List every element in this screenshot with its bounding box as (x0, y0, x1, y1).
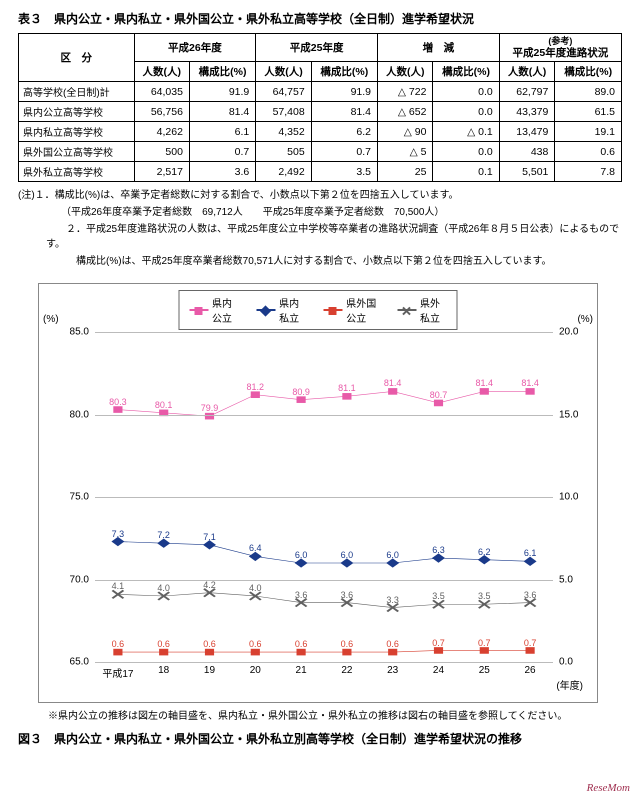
h-kousei: 構成比(%) (555, 62, 622, 82)
col-ref: (参考) 平成25年度進路状況 (499, 34, 621, 62)
pct-right: (%) (577, 314, 593, 325)
table-row: 県外国公立高等学校 5000.7 5050.7 △ 50.0 4380.6 (19, 142, 622, 162)
h-kousei: 構成比(%) (189, 62, 255, 82)
col-kubun: 区 分 (19, 34, 135, 82)
note-2b: 構成比(%)は、平成25年度卒業者総数70,571人に対する割合で、小数点以下第… (18, 254, 622, 269)
col-h26: 平成26年度 (134, 34, 256, 62)
data-table: 区 分 平成26年度 平成25年度 増 減 (参考) 平成25年度進路状況 人数… (18, 33, 622, 182)
h-kousei: 構成比(%) (311, 62, 377, 82)
col-h25: 平成25年度 (256, 34, 378, 62)
legend-item: 県内私立 (257, 295, 306, 325)
chart-legend: 県内公立県内私立県外国公立県外私立 (179, 290, 458, 330)
chart-footnote: ※県内公立の推移は図左の軸目盛を、県内私立・県外国公立・県外私立の推移は図右の軸… (48, 707, 622, 722)
legend-item: 県外国公立 (324, 295, 380, 325)
legend-item: 県外私立 (397, 295, 446, 325)
h-ninzu: 人数(人) (256, 62, 311, 82)
h-ninzu: 人数(人) (499, 62, 555, 82)
pct-left: (%) (43, 314, 59, 325)
h-ninzu: 人数(人) (378, 62, 433, 82)
x-labels: 平成17181920212223242526 (95, 665, 553, 680)
chart-plot: (%) (%) 平成17181920212223242526 (年度) 65.0… (95, 332, 553, 662)
table-row: 県外私立高等学校 2,5173.6 2,4923.5 250.1 5,5017.… (19, 162, 622, 182)
table-title: 表３ 県内公立・県内私立・県外国公立・県外私立高等学校（全日制）進学希望状況 (18, 10, 622, 27)
legend-item: 県内公立 (190, 295, 239, 325)
h-kousei: 構成比(%) (433, 62, 499, 82)
nendo-label: (年度) (556, 677, 583, 692)
table-row: 県内私立高等学校 4,2626.1 4,3526.2 △ 90△ 0.1 13,… (19, 122, 622, 142)
note-1b: （平成26年度卒業予定者総数 69,712人 平成25年度卒業予定者総数 70,… (18, 205, 622, 220)
col-zougen: 増 減 (378, 34, 500, 62)
watermark: ReseMom (587, 782, 630, 794)
table-row: 県内公立高等学校 56,75681.4 57,40881.4 △ 6520.0 … (19, 102, 622, 122)
note-1: (注)１．構成比(%)は、卒業予定者総数に対する割合で、小数点以下第２位を四捨五… (18, 188, 622, 203)
chart: 県内公立県内私立県外国公立県外私立 (%) (%) 平成171819202122… (38, 283, 598, 703)
note-2: ２．平成25年度進路状況の人数は、平成25年度公立中学校等卒業者の進路状況調査（… (18, 222, 622, 252)
table-row: 高等学校(全日制)計 64,03591.9 64,75791.9 △ 7220.… (19, 82, 622, 102)
h-ninzu: 人数(人) (134, 62, 189, 82)
figure-title: 図３ 県内公立・県内私立・県外国公立・県外私立別高等学校（全日制）進学希望状況の… (18, 730, 622, 747)
